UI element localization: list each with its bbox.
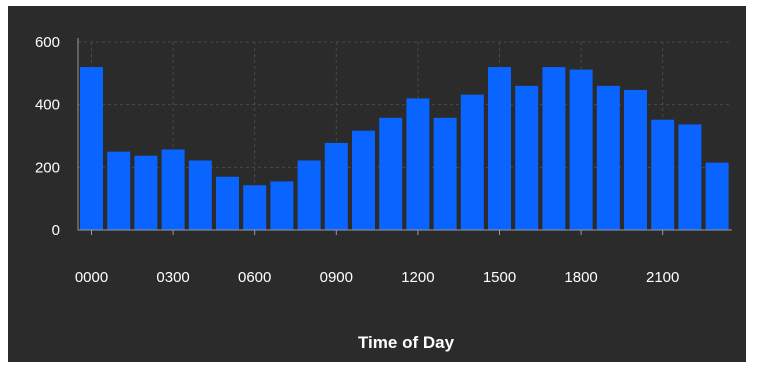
bar-0600	[243, 185, 267, 230]
bar-1300	[433, 117, 457, 230]
x-tick-label: 1500	[483, 269, 516, 286]
x-tick-label: 0900	[320, 269, 353, 286]
bar-0800	[297, 160, 321, 230]
bar-1500	[488, 67, 511, 230]
bar-0200	[134, 155, 158, 230]
y-tick-label: 600	[35, 34, 60, 51]
bar-2100	[651, 119, 675, 230]
x-tick-label: 0000	[75, 269, 108, 286]
bar-0100	[107, 151, 131, 230]
bar-1900	[596, 85, 620, 230]
bar-1700	[542, 67, 566, 230]
x-tick-label: 0300	[156, 269, 189, 286]
chart-frame: 0 200 400 600 0000 0300 0600 0900 1200 1500 1800 2…	[8, 6, 746, 362]
bar-1600	[515, 85, 539, 230]
bar-2200	[678, 124, 702, 230]
bar-1400	[460, 94, 484, 230]
x-tick-label: 1200	[401, 269, 434, 286]
x-tick-label: 0600	[238, 269, 271, 286]
bar-0900	[324, 142, 348, 230]
bar-0000	[80, 67, 103, 230]
bar-1200	[406, 98, 430, 231]
bar-0400	[188, 160, 212, 230]
bar-0500	[216, 176, 239, 230]
bar-2000	[624, 89, 647, 230]
bar-chart: 0 200 400 600 0000 0300 0600 0900 1200 1500 1800 2…	[35, 34, 732, 352]
bar-0700	[270, 181, 294, 230]
y-tick-label: 200	[35, 159, 60, 176]
y-tick-labels: 0 200 400 600	[35, 34, 60, 239]
bars	[80, 67, 729, 231]
x-axis-title: Time of Day	[358, 333, 455, 352]
axes	[77, 38, 732, 235]
x-tick-labels: 0000 0300 0600 0900 1200 1500 1800 2100	[75, 269, 680, 286]
bar-1000	[352, 130, 375, 230]
y-tick-label: 400	[35, 97, 60, 114]
bar-1800	[569, 69, 593, 230]
x-tick-label: 1800	[564, 269, 597, 286]
bar-0300	[161, 149, 185, 230]
bar-2300	[705, 162, 729, 230]
y-tick-label: 0	[52, 222, 60, 239]
x-tick-label: 2100	[646, 269, 679, 286]
bar-1100	[379, 117, 403, 230]
